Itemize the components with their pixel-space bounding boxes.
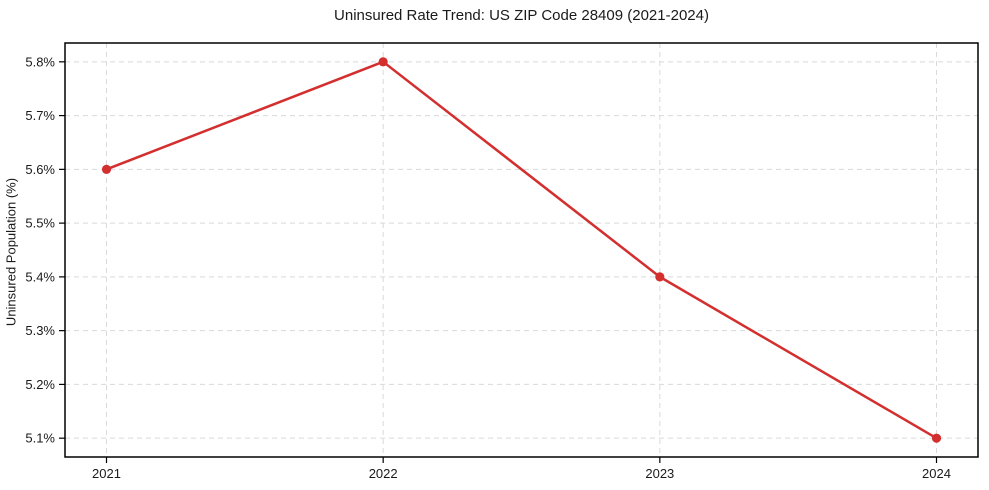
y-tick-label: 5.2%: [25, 377, 55, 392]
y-tick-label: 5.8%: [25, 54, 55, 69]
y-tick-label: 5.1%: [25, 431, 55, 446]
y-tick-label: 5.4%: [25, 269, 55, 284]
plot-border: [64, 42, 979, 458]
y-tick-label: 5.3%: [25, 323, 55, 338]
trend-line: [105, 60, 938, 440]
data-point-marker: [378, 57, 388, 67]
data-point-marker: [931, 433, 942, 443]
x-tick-label: 2023: [645, 466, 674, 481]
x-tick-label: 2024: [922, 466, 951, 481]
y-tick-label: 5.7%: [25, 108, 55, 123]
x-tick-label: 2022: [369, 466, 398, 481]
chart-title: Uninsured Rate Trend: US ZIP Code 28409 …: [334, 7, 709, 24]
data-point-marker: [101, 164, 112, 174]
y-tick-label: 5.6%: [25, 162, 55, 177]
y-tick-label: 5.5%: [25, 216, 55, 231]
data-point-marker: [655, 272, 665, 282]
x-tick-label: 2021: [92, 466, 121, 481]
